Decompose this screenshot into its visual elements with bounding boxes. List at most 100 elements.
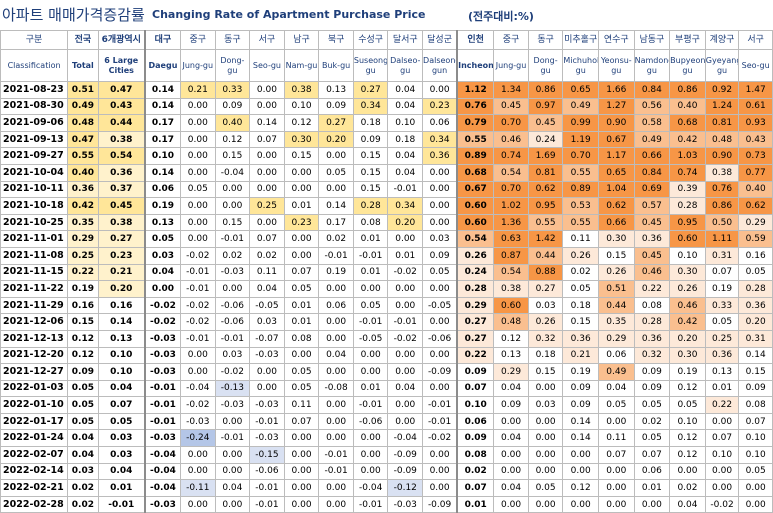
- table-cell: 0.00: [422, 479, 458, 497]
- table-cell: 0.25: [67, 246, 99, 265]
- table-cell: 0.07: [738, 412, 773, 431]
- table-cell: 0.51: [67, 81, 99, 99]
- column-header-en: Dong-gu: [214, 49, 251, 82]
- table-cell: 0.01: [633, 479, 671, 497]
- table-cell: 0.00: [318, 280, 354, 298]
- table-cell: -0.01: [387, 180, 424, 199]
- table-cell: 0.62: [738, 197, 773, 215]
- table-cell: 0.26: [527, 313, 564, 331]
- table-cell: -0.02: [704, 495, 740, 513]
- table-cell: 0.09: [633, 379, 671, 398]
- table-cell: 0.05: [283, 379, 320, 398]
- table-cell: 0.09: [214, 97, 251, 116]
- table-cell: -0.03: [387, 495, 424, 513]
- table-row: 2022-01-24 0.04 0.03 -0.03 -0.24 -0.01 -0.03 0.…: [0, 429, 773, 448]
- table-cell: 0.04: [493, 379, 529, 398]
- table-cell: 0.02: [214, 246, 251, 265]
- table-cell: 0.15: [738, 363, 773, 381]
- table-cell: 0.81: [704, 114, 740, 132]
- table-cell: 0.03: [422, 230, 458, 248]
- table-cell: 1.47: [738, 81, 773, 99]
- table-cell: 0.00: [633, 495, 671, 513]
- table-cell: 0.07: [456, 479, 495, 497]
- table-cell: -0.04: [352, 479, 389, 497]
- table-row: 2021-08-30 0.49 0.43 0.14 0.00 0.09 0.00 0.10 0.…: [0, 97, 773, 116]
- row-date: 2021-11-01: [0, 230, 69, 248]
- table-cell: 0.00: [318, 396, 354, 414]
- table-row: 2021-11-15 0.22 0.21 0.04 -0.01 -0.03 0.11 0.07…: [0, 263, 773, 282]
- table-cell: 0.10: [387, 114, 424, 132]
- table-cell: 0.00: [669, 462, 706, 481]
- table-cell: 0.05: [527, 479, 564, 497]
- table-cell: 0.00: [352, 346, 389, 365]
- table-cell: -0.09: [422, 495, 458, 513]
- table-cell: 0.29: [493, 363, 529, 381]
- table-cell: 0.02: [67, 479, 99, 497]
- table-cell: 0.00: [283, 163, 320, 182]
- table-cell: 0.47: [67, 130, 99, 149]
- table-cell: 0.00: [527, 412, 564, 431]
- table-cell: -0.01: [422, 396, 458, 414]
- table-cell: 0.86: [669, 81, 706, 99]
- table-cell: 0.01: [283, 197, 320, 215]
- column-header-en: Nam-gu: [283, 49, 320, 82]
- table-row: 2021-12-13 0.12 0.13 -0.03 -0.01 -0.01 -0.07 0.…: [0, 329, 773, 348]
- table-cell: 0.00: [283, 429, 320, 448]
- table-cell: 0.00: [180, 446, 216, 464]
- table-cell: 0.99: [562, 114, 599, 132]
- table-cell: 0.14: [143, 163, 181, 182]
- table-cell: 0.04: [67, 429, 99, 448]
- table-cell: -0.08: [318, 379, 354, 398]
- table-cell: 0.36: [633, 230, 671, 248]
- table-cell: 0.05: [633, 429, 671, 448]
- table-cell: 0.27: [527, 280, 564, 298]
- table-cell: 0.00: [597, 462, 635, 481]
- table-cell: 0.00: [352, 280, 389, 298]
- table-cell: 0.95: [669, 213, 706, 232]
- table-cell: -0.03: [143, 363, 181, 381]
- table-cell: 0.36: [562, 329, 599, 348]
- table-cell: 0.03: [97, 429, 146, 448]
- table-cell: 0.11: [562, 230, 599, 248]
- table-cell: 1.19: [562, 130, 599, 149]
- table-cell: 0.07: [704, 429, 740, 448]
- table-cell: 0.10: [738, 429, 773, 448]
- table-cell: 0.31: [704, 246, 740, 265]
- table-cell: 0.10: [456, 396, 495, 414]
- table-cell: 0.46: [493, 130, 529, 149]
- title-unit: (전주대비:%): [468, 10, 534, 23]
- table-cell: 0.18: [387, 130, 424, 149]
- table-cell: 0.54: [456, 230, 495, 248]
- table-cell: 0.60: [456, 213, 495, 232]
- table-cell: 0.02: [456, 462, 495, 481]
- table-cell: 0.01: [352, 379, 389, 398]
- table-cell: 0.24: [456, 263, 495, 282]
- table-cell: -0.04: [214, 163, 251, 182]
- table-cell: -0.01: [352, 246, 389, 265]
- table-cell: 0.87: [493, 246, 529, 265]
- column-header-en: Suseong-gu: [352, 49, 389, 82]
- table-cell: 1.34: [493, 81, 529, 99]
- table-cell: 0.70: [493, 114, 529, 132]
- row-date: 2021-12-27: [0, 363, 69, 381]
- table-cell: 0.06: [456, 412, 495, 431]
- title-english: Changing Rate of Apartment Purchase Pric…: [152, 8, 426, 21]
- column-header-ko: 서구: [738, 30, 773, 50]
- row-date: 2021-10-04: [0, 163, 69, 182]
- table-cell: 0.00: [422, 313, 458, 331]
- table-cell: 0.00: [422, 446, 458, 464]
- table-cell: 0.21: [97, 263, 146, 282]
- table-cell: 0.20: [669, 329, 706, 348]
- table-cell: 0.62: [597, 197, 635, 215]
- table-cell: 0.19: [704, 280, 740, 298]
- table-row: 2021-12-06 0.15 0.14 -0.02 -0.02 -0.06 0.03 0.0…: [0, 313, 773, 331]
- table-cell: 0.00: [562, 495, 599, 513]
- row-date: 2022-02-21: [0, 479, 69, 497]
- table-cell: 0.08: [456, 446, 495, 464]
- table-cell: 0.26: [562, 246, 599, 265]
- table-cell: 0.60: [493, 296, 529, 315]
- table-cell: 0.16: [738, 246, 773, 265]
- table-cell: 0.00: [597, 495, 635, 513]
- table-cell: 0.00: [180, 462, 216, 481]
- table-cell: 0.45: [97, 197, 146, 215]
